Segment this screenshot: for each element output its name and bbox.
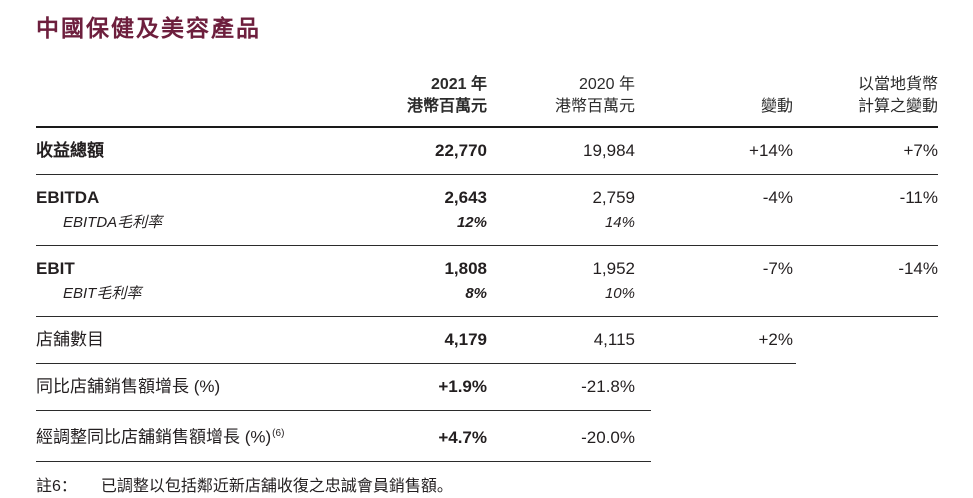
footnote-ref-marker: (6) (272, 428, 285, 439)
col-header-2021-year: 2021 年 (430, 76, 487, 93)
row-divider (36, 245, 938, 246)
col-header-local-line1: 以當地貨幣 (857, 76, 938, 93)
col-header-2021: 2021 年 港幣百萬元 (357, 74, 487, 126)
table-row: 店舖數目 4,179 4,115 +2% (36, 317, 938, 363)
table-row: EBIT 1,808 1,952 -7% -14% EBIT毛利率 8% 10% (36, 246, 938, 316)
value-2021: 1,808 (444, 259, 487, 278)
sub-row-label: EBIT毛利率 (63, 285, 142, 302)
value-local-change: -11% (899, 188, 938, 207)
row-divider (36, 363, 796, 364)
value-change: -7% (762, 259, 793, 278)
sub-row-label: EBITDA毛利率 (63, 214, 163, 231)
value-2020: 1,952 (592, 259, 635, 278)
value-2020: -20.0% (581, 427, 635, 447)
row-label: 同比店舖銷售額增長 (%) (36, 377, 221, 396)
value-local-change: +7% (903, 141, 939, 160)
value-2021: 4,179 (444, 330, 487, 349)
col-header-change: 變動 (635, 96, 793, 126)
value-change: +14% (749, 141, 793, 160)
sub-value-2020: 10% (604, 285, 635, 302)
row-divider (36, 410, 651, 411)
footnote-text: 已調整以包括鄰近新店舖收復之忠誠會員銷售額。 (100, 477, 453, 495)
row-divider (36, 460, 651, 462)
table-row: 經調整同比店舖銷售額增長 (%)(6) +4.7% -20.0% (36, 411, 938, 461)
value-local-change: -14% (898, 259, 938, 278)
value-change: +2% (758, 330, 794, 349)
row-label: 收益總額 (36, 141, 104, 160)
row-divider (36, 316, 938, 317)
value-2020: 2,759 (592, 188, 635, 207)
value-2020: 4,115 (593, 330, 635, 349)
row-label-text: 經調整同比店舖銷售額增長 (%) (36, 427, 272, 447)
table-row: EBITDA 2,643 2,759 -4% -11% EBITDA毛利率 12… (36, 175, 938, 245)
value-2021: 22,770 (435, 141, 487, 160)
col-header-2020: 2020 年 港幣百萬元 (487, 74, 635, 126)
footnote-ref: 註6： (36, 477, 77, 495)
row-divider (36, 174, 938, 175)
row-label: 店舖數目 (36, 330, 104, 349)
value-2021: +4.7% (438, 427, 487, 447)
col-header-local-line2: 計算之變動 (857, 98, 938, 115)
value-2020: 19,984 (583, 141, 635, 160)
table-row: 同比店舖銷售額增長 (%) +1.9% -21.8% (36, 364, 938, 410)
page-title: 中國保健及美容產品 (36, 16, 261, 41)
col-header-2021-unit: 港幣百萬元 (406, 98, 487, 115)
footnote: 註6： 已調整以包括鄰近新店舖收復之忠誠會員銷售額。 (36, 476, 973, 498)
header-divider (36, 126, 938, 128)
financial-table: 2021 年 港幣百萬元 2020 年 港幣百萬元 變動 以當地貨幣 計算之變動… (36, 74, 938, 462)
header-spacer (36, 118, 357, 126)
col-header-2020-year: 2020 年 (578, 76, 635, 93)
row-label: EBITDA (36, 188, 100, 207)
sub-value-2021: 12% (456, 214, 487, 231)
sub-value-2021: 8% (465, 285, 487, 302)
sub-value-2020: 14% (604, 214, 635, 231)
col-header-change-label: 變動 (760, 98, 793, 115)
col-header-2020-unit: 港幣百萬元 (554, 98, 635, 115)
value-change: -4% (762, 188, 793, 207)
col-header-local-change: 以當地貨幣 計算之變動 (793, 74, 938, 126)
table-header: 2021 年 港幣百萬元 2020 年 港幣百萬元 變動 以當地貨幣 計算之變動 (36, 74, 938, 126)
row-label: EBIT (36, 259, 75, 278)
value-2021: 2,643 (444, 188, 487, 207)
row-label: 經調整同比店舖銷售額增長 (%)(6) (36, 423, 357, 449)
table-row: 收益總額 22,770 19,984 +14% +7% (36, 128, 938, 174)
value-2020: -21.8% (581, 377, 635, 396)
value-2021: +1.9% (438, 377, 487, 396)
